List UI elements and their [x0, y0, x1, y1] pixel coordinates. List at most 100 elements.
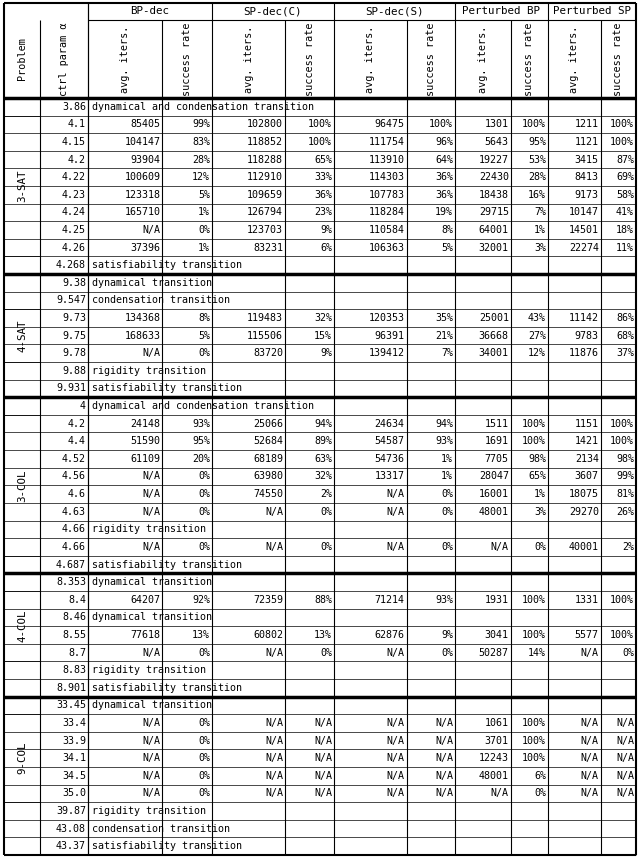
- Text: 1691: 1691: [485, 436, 509, 447]
- Text: 126794: 126794: [247, 207, 283, 217]
- Text: satisfiability transition: satisfiability transition: [92, 841, 242, 851]
- Text: N/A: N/A: [265, 771, 283, 781]
- Text: 12%: 12%: [528, 348, 546, 358]
- Text: 0%: 0%: [320, 542, 332, 552]
- Text: 28%: 28%: [528, 172, 546, 182]
- Text: 9.547: 9.547: [56, 295, 86, 306]
- Text: 100%: 100%: [522, 718, 546, 728]
- Text: 165710: 165710: [124, 207, 161, 217]
- Text: 15%: 15%: [314, 331, 332, 341]
- Text: 33%: 33%: [314, 172, 332, 182]
- Text: N/A: N/A: [142, 753, 161, 763]
- Text: 113910: 113910: [369, 155, 404, 165]
- Text: 100%: 100%: [610, 436, 634, 447]
- Text: 54736: 54736: [374, 454, 404, 464]
- Text: N/A: N/A: [387, 648, 404, 657]
- Text: 9.78: 9.78: [62, 348, 86, 358]
- Text: 100%: 100%: [522, 735, 546, 746]
- Text: 1%: 1%: [198, 242, 210, 253]
- Text: 4.25: 4.25: [62, 225, 86, 235]
- Text: 4.66: 4.66: [62, 524, 86, 534]
- Text: N/A: N/A: [314, 771, 332, 781]
- Text: 77618: 77618: [131, 630, 161, 640]
- Text: 83231: 83231: [253, 242, 283, 253]
- Text: 18%: 18%: [616, 225, 634, 235]
- Text: 6%: 6%: [534, 771, 546, 781]
- Text: 3%: 3%: [534, 242, 546, 253]
- Text: 100%: 100%: [522, 119, 546, 130]
- Text: 4.4: 4.4: [68, 436, 86, 447]
- Text: 4.24: 4.24: [62, 207, 86, 217]
- Text: 9.75: 9.75: [62, 331, 86, 341]
- Text: 100%: 100%: [522, 436, 546, 447]
- Text: 41%: 41%: [616, 207, 634, 217]
- Text: 7705: 7705: [485, 454, 509, 464]
- Text: 33.4: 33.4: [62, 718, 86, 728]
- Text: 8.353: 8.353: [56, 577, 86, 588]
- Text: Perturbed SP: Perturbed SP: [553, 7, 631, 16]
- Text: 43.08: 43.08: [56, 824, 86, 833]
- Text: 74550: 74550: [253, 489, 283, 499]
- Text: 0%: 0%: [198, 507, 210, 517]
- Text: 1931: 1931: [485, 594, 509, 605]
- Text: avg. iters.: avg. iters.: [365, 25, 375, 93]
- Text: 26%: 26%: [616, 507, 634, 517]
- Text: N/A: N/A: [435, 789, 453, 798]
- Text: N/A: N/A: [142, 648, 161, 657]
- Text: 88%: 88%: [314, 594, 332, 605]
- Text: 3041: 3041: [485, 630, 509, 640]
- Text: 112910: 112910: [247, 172, 283, 182]
- Text: 4-SAT: 4-SAT: [17, 320, 27, 352]
- Text: 1061: 1061: [485, 718, 509, 728]
- Text: 100%: 100%: [610, 630, 634, 640]
- Text: 64001: 64001: [479, 225, 509, 235]
- Text: 0%: 0%: [198, 771, 210, 781]
- Text: 0%: 0%: [198, 542, 210, 552]
- Text: 24634: 24634: [374, 418, 404, 429]
- Text: 0%: 0%: [320, 648, 332, 657]
- Text: 111754: 111754: [369, 137, 404, 147]
- Text: N/A: N/A: [491, 542, 509, 552]
- Text: ctrl param α: ctrl param α: [59, 22, 69, 95]
- Text: dynamical transition: dynamical transition: [92, 277, 212, 288]
- Text: 93904: 93904: [131, 155, 161, 165]
- Text: 21%: 21%: [435, 331, 453, 341]
- Text: rigidity transition: rigidity transition: [92, 524, 206, 534]
- Text: 85405: 85405: [131, 119, 161, 130]
- Text: 7%: 7%: [441, 348, 453, 358]
- Text: 18075: 18075: [569, 489, 599, 499]
- Text: N/A: N/A: [387, 507, 404, 517]
- Text: 24148: 24148: [131, 418, 161, 429]
- Text: 3.86: 3.86: [62, 102, 86, 112]
- Text: 43.37: 43.37: [56, 841, 86, 851]
- Text: satisfiability transition: satisfiability transition: [92, 383, 242, 393]
- Text: 61109: 61109: [131, 454, 161, 464]
- Text: 100%: 100%: [308, 137, 332, 147]
- Text: 3607: 3607: [575, 472, 599, 482]
- Text: N/A: N/A: [387, 718, 404, 728]
- Text: dynamical and condensation transition: dynamical and condensation transition: [92, 401, 314, 411]
- Text: 3-SAT: 3-SAT: [17, 170, 27, 202]
- Text: 0%: 0%: [441, 507, 453, 517]
- Text: 123318: 123318: [124, 190, 161, 200]
- Text: BP-dec: BP-dec: [131, 7, 170, 16]
- Text: 36%: 36%: [435, 190, 453, 200]
- Text: 109659: 109659: [247, 190, 283, 200]
- Text: 69%: 69%: [616, 172, 634, 182]
- Text: 4.23: 4.23: [62, 190, 86, 200]
- Text: success rate: success rate: [305, 22, 315, 95]
- Text: 29715: 29715: [479, 207, 509, 217]
- Text: 33.9: 33.9: [62, 735, 86, 746]
- Text: 11%: 11%: [616, 242, 634, 253]
- Text: satisfiability transition: satisfiability transition: [92, 683, 242, 692]
- Text: SP-dec(C): SP-dec(C): [244, 7, 302, 16]
- Text: 12243: 12243: [479, 753, 509, 763]
- Text: dynamical transition: dynamical transition: [92, 577, 212, 588]
- Text: N/A: N/A: [616, 753, 634, 763]
- Text: 0%: 0%: [534, 542, 546, 552]
- Text: 8%: 8%: [441, 225, 453, 235]
- Text: 14501: 14501: [569, 225, 599, 235]
- Text: 58%: 58%: [616, 190, 634, 200]
- Text: 3-COL: 3-COL: [17, 469, 27, 502]
- Text: success rate: success rate: [182, 22, 192, 95]
